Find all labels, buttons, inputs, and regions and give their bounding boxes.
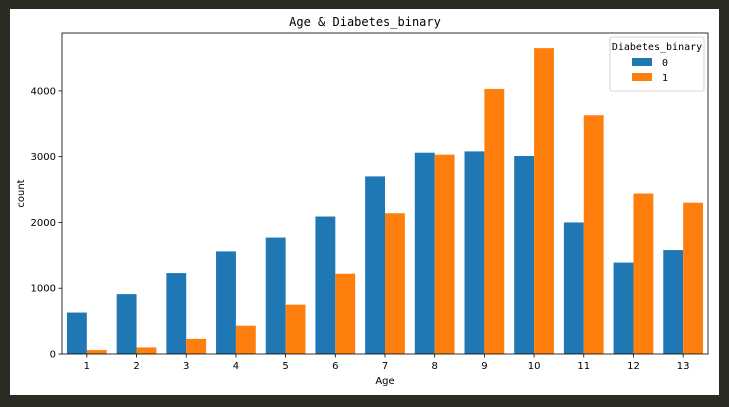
chart: Age & Diabetes_binary 1 2 3 4 5 6 7 8 9 10 11 12 13 … (16, 15, 709, 387)
bar-series-1-cat-3 (186, 338, 207, 354)
x-tick-label: 7 (382, 361, 388, 372)
bar-series-1-cat-13 (683, 202, 704, 354)
x-tick-label: 5 (282, 361, 288, 372)
bar-series-0-cat-4 (216, 251, 236, 354)
bar-series-1-cat-4 (235, 325, 256, 354)
bar-series-0-cat-8 (414, 152, 435, 354)
bar-series-0-cat-5 (265, 237, 286, 354)
chart-frame: Age & Diabetes_binary 1 2 3 4 5 6 7 8 9 10 11 12 13 … (10, 9, 719, 395)
y-axis-label: count (16, 179, 27, 207)
chart-title: Age & Diabetes_binary (289, 15, 441, 29)
bar-series-0-cat-6 (315, 216, 336, 354)
bar-series-1-cat-1 (86, 350, 107, 354)
bar-series-1-cat-10 (534, 48, 554, 355)
bar-series-1-cat-7 (385, 213, 405, 354)
bar-series-0-cat-9 (464, 151, 485, 354)
bar-series-0-cat-13 (663, 250, 684, 354)
x-tick-label: 8 (432, 361, 438, 372)
bar-series-1-cat-5 (285, 304, 306, 354)
y-tick-label: 0 (50, 350, 56, 361)
legend-title: Diabetes_binary (612, 42, 702, 53)
y-axis-ticks: 0 1000 2000 3000 4000 (31, 86, 62, 361)
x-tick-label: 6 (332, 361, 338, 372)
legend-swatch-0 (632, 58, 652, 66)
bar-series-1-cat-8 (434, 154, 455, 354)
bar-series-1-cat-12 (633, 193, 654, 354)
legend-label-0: 0 (662, 58, 668, 69)
bar-series-0-cat-1 (66, 312, 87, 354)
x-tick-label: 2 (133, 361, 139, 372)
bar-series-0-cat-7 (365, 176, 385, 354)
bars-group (66, 48, 704, 355)
bar-series-1-cat-6 (335, 273, 356, 354)
x-axis-label: Age (375, 376, 394, 387)
x-axis-ticks: 1 2 3 4 5 6 7 8 9 10 11 12 13 (84, 354, 690, 372)
x-tick-label: 10 (528, 361, 541, 372)
bar-series-0-cat-2 (116, 294, 137, 354)
x-tick-label: 11 (577, 361, 590, 372)
y-tick-label: 1000 (31, 284, 56, 295)
bar-series-1-cat-9 (484, 88, 505, 354)
bar-series-0-cat-11 (563, 222, 584, 354)
x-tick-label: 12 (627, 361, 640, 372)
x-tick-label: 13 (677, 361, 690, 372)
x-tick-label: 4 (233, 361, 239, 372)
x-tick-label: 9 (481, 361, 487, 372)
bar-series-1-cat-11 (583, 115, 604, 354)
bar-series-1-cat-2 (136, 347, 157, 354)
bar-series-0-cat-3 (166, 273, 187, 354)
legend-swatch-1 (632, 73, 652, 81)
y-tick-label: 3000 (31, 152, 56, 163)
plot-area-border (61, 32, 709, 355)
legend-label-1: 1 (662, 73, 668, 84)
y-tick-label: 2000 (31, 218, 56, 229)
bar-series-0-cat-12 (613, 262, 634, 354)
x-tick-label: 1 (84, 361, 90, 372)
y-tick-label: 4000 (31, 86, 56, 97)
x-tick-label: 3 (183, 361, 189, 372)
bar-series-0-cat-10 (514, 156, 535, 354)
legend: Diabetes_binary 0 1 (609, 36, 705, 92)
